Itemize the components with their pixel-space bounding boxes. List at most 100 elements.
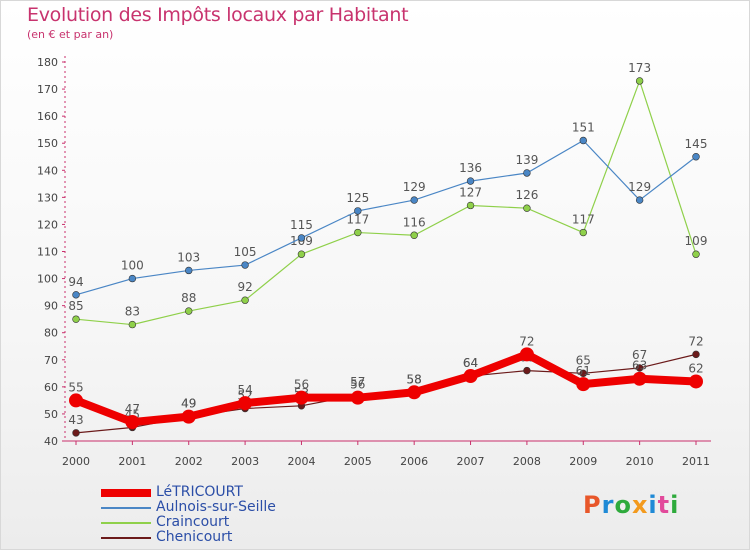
data-label: 63 (632, 359, 647, 373)
data-label: 173 (628, 61, 651, 75)
data-point (410, 196, 418, 204)
data-point (181, 409, 196, 424)
logo-letter: i (670, 491, 680, 519)
data-point (689, 374, 703, 389)
x-tick-label: 2004 (287, 455, 315, 468)
proxiti-logo: Proxiti (583, 491, 679, 519)
data-label: 103 (177, 250, 200, 264)
logo-letter: r (601, 491, 615, 519)
data-point (354, 207, 362, 215)
data-label: 61 (576, 364, 591, 378)
data-point (523, 169, 531, 177)
data-label: 129 (628, 180, 651, 194)
data-label: 72 (519, 334, 534, 348)
series-line (75, 79, 697, 326)
x-tick-label: 2010 (626, 455, 654, 468)
y-tick-label: 170 (37, 83, 58, 96)
y-tick-label: 120 (37, 218, 58, 231)
data-label: 57 (350, 375, 365, 389)
y-tick-label: 60 (44, 381, 58, 394)
legend-label: LéTRICOURT (156, 484, 243, 500)
y-tick-label: 150 (37, 137, 58, 150)
series-line (75, 139, 697, 296)
data-point (72, 429, 80, 437)
y-tick-label: 70 (44, 354, 58, 367)
x-tick-label: 2007 (457, 455, 485, 468)
data-label: 117 (572, 213, 595, 227)
y-tick-label: 100 (37, 273, 58, 286)
data-label: 94 (68, 275, 83, 289)
data-label: 115 (290, 218, 313, 232)
data-label: 49 (181, 397, 196, 411)
data-label: 64 (463, 356, 478, 370)
data-label: 145 (685, 137, 708, 151)
data-point (635, 196, 644, 204)
series-line (72, 350, 700, 427)
data-point (635, 364, 644, 372)
axes: 40 50 60 70 80 90 100 110 120 130 140 150 160 170 180 2… (37, 56, 711, 468)
series-craincourt: 85838892109117116127126117173109 (68, 61, 708, 329)
data-point (466, 201, 475, 210)
data-label: 56 (294, 378, 309, 392)
data-label: 88 (181, 291, 196, 305)
data-point (579, 228, 587, 237)
data-point (579, 369, 587, 378)
logo-letter: P (583, 491, 602, 519)
data-label: 47 (125, 402, 140, 416)
data-label: 43 (68, 413, 83, 427)
data-point (635, 77, 644, 85)
x-tick-label: 2000 (62, 455, 90, 468)
series-layer: 4345495253575864666567728583889210911711… (68, 61, 708, 437)
data-point (185, 266, 193, 275)
data-label: 62 (688, 361, 703, 375)
x-tick-label: 2003 (231, 455, 259, 468)
data-label: 64 (463, 356, 478, 370)
data-point (466, 177, 475, 185)
data-point (125, 415, 140, 430)
data-point (692, 250, 700, 258)
data-label: 58 (407, 372, 422, 386)
data-point (297, 250, 306, 258)
y-tick-label: 110 (37, 246, 58, 259)
data-point (519, 347, 534, 362)
data-label: 109 (685, 234, 708, 248)
data-label: 151 (572, 121, 595, 135)
y-tick-label: 40 (44, 435, 58, 448)
x-tick-label: 2001 (118, 455, 146, 468)
data-label: 127 (459, 185, 482, 199)
data-label: 55 (68, 380, 83, 394)
chart-title: Evolution des Impôts locaux par Habitant (27, 4, 409, 26)
data-point (128, 274, 137, 283)
data-label: 92 (237, 280, 252, 294)
data-label: 72 (688, 334, 703, 348)
data-point (354, 228, 362, 237)
data-point (72, 315, 80, 323)
data-point (69, 393, 83, 408)
series-l-tricourt: 55 47 49 54 56 56 58 64 72 61 63 62 (68, 334, 704, 430)
data-point (523, 366, 531, 375)
data-label: 139 (515, 153, 538, 167)
data-point (579, 136, 587, 145)
x-tick-label: 2006 (400, 455, 428, 468)
data-point (410, 231, 418, 239)
data-point (407, 385, 422, 400)
data-label: 65 (576, 353, 591, 367)
data-point (297, 234, 306, 242)
data-label: 100 (121, 259, 144, 273)
logo-letter: t (657, 491, 671, 519)
x-tick-label: 2008 (513, 455, 541, 468)
legend-swatch (101, 537, 151, 539)
y-tick-label: 50 (44, 408, 58, 421)
data-point (463, 369, 478, 384)
data-label: 116 (403, 215, 426, 229)
data-point (241, 296, 249, 304)
y-tick-label: 90 (44, 300, 58, 313)
data-point (72, 291, 80, 299)
data-point (128, 320, 137, 329)
data-label: 49 (181, 397, 196, 411)
x-tick-label: 2002 (175, 455, 203, 468)
data-label: 54 (237, 383, 252, 397)
data-point (185, 307, 193, 315)
x-tick-label: 2009 (569, 455, 597, 468)
y-tick-label: 130 (37, 191, 58, 204)
